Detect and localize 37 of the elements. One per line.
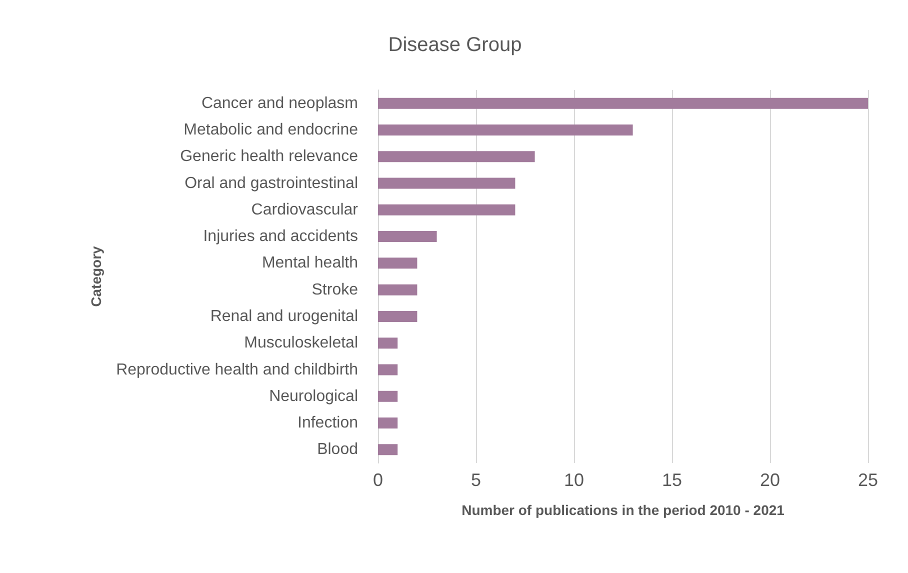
y-axis-title: Category [88, 246, 104, 307]
y-tick-label: Blood [317, 441, 358, 458]
x-tick-label: 0 [372, 470, 384, 490]
y-tick-label: Musculoskeletal [244, 334, 358, 352]
bar [378, 284, 418, 296]
y-tick-label: Cancer and neoplasm [201, 94, 358, 112]
bar [378, 390, 398, 402]
bar [378, 151, 535, 162]
bar [378, 178, 516, 189]
bar [378, 364, 398, 376]
y-tick-label: Oral and gastrointestinal [184, 174, 358, 192]
bar [378, 98, 868, 109]
y-tick-label: Cardiovascular [251, 201, 359, 218]
y-tick-label: Mental health [262, 254, 358, 272]
x-tick-label: 25 [858, 470, 878, 490]
bar [378, 338, 398, 349]
bar [378, 418, 398, 429]
chart-title: Disease Group [388, 34, 522, 56]
bar [378, 124, 633, 136]
y-tick-label: Renal and urogenital [210, 308, 358, 325]
x-axis-title: Number of publications in the period 2010 - 2021 [462, 502, 785, 518]
x-tick-label: 15 [662, 470, 682, 490]
y-tick-label: Injuries and accidents [203, 228, 358, 246]
y-tick-label: Reproductive health and childbirth [116, 361, 358, 378]
bar [378, 204, 516, 216]
y-tick-label: Infection [298, 414, 358, 432]
y-tick-label: Generic health relevance [180, 148, 358, 166]
bar [378, 444, 398, 456]
bar [378, 310, 418, 322]
bar [378, 231, 437, 242]
y-tick-label: Neurological [269, 388, 358, 405]
x-tick-label: 5 [470, 470, 482, 490]
y-tick-label: Stroke [312, 281, 358, 298]
x-tick-label: 10 [564, 470, 584, 490]
bar [378, 258, 418, 269]
y-tick-label: Metabolic and endocrine [184, 121, 358, 138]
x-tick-label: 20 [760, 470, 780, 490]
